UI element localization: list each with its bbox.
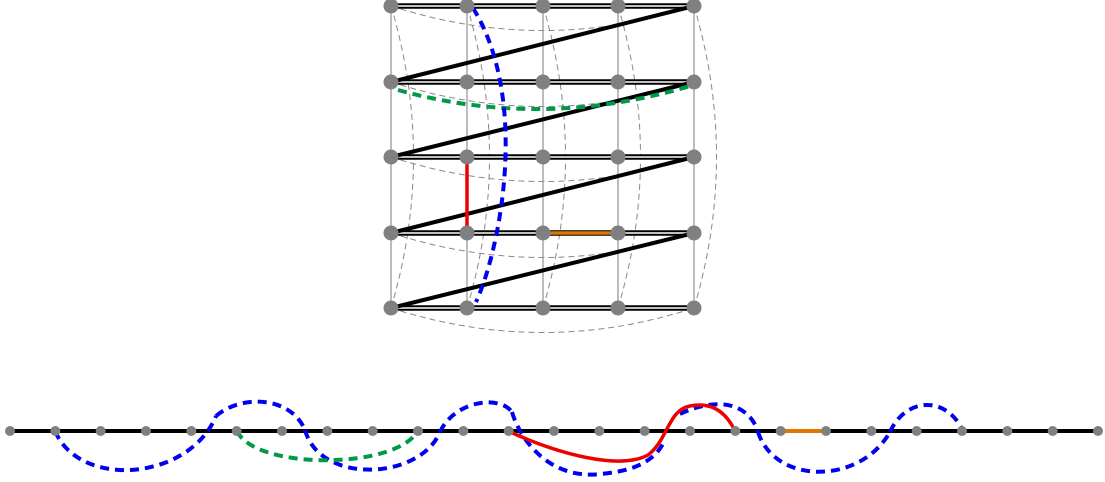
line-node-8 — [322, 426, 333, 436]
line-node-11 — [458, 426, 469, 436]
grid-node-r3-c1 — [383, 149, 399, 165]
grid-node-r1-c1 — [383, 0, 399, 14]
grid-node-r2-c2 — [459, 74, 475, 90]
line-nodes — [5, 426, 1103, 436]
grid-node-r2-c5 — [686, 74, 702, 90]
line-node-4 — [141, 426, 151, 436]
line-node-2 — [50, 426, 61, 436]
line-node-21 — [911, 426, 922, 436]
grid-nodes — [383, 0, 702, 316]
line-node-3 — [95, 426, 106, 436]
snake-diagonals — [389, 4, 696, 310]
line-node-22 — [957, 426, 967, 436]
line-node-1 — [5, 426, 15, 436]
grid-node-r4-c5 — [686, 225, 702, 241]
grid-node-r5-c2 — [459, 300, 475, 316]
line-node-6 — [231, 426, 242, 436]
grid-node-r3-c4 — [610, 149, 626, 165]
grid-node-r4-c4 — [610, 225, 626, 241]
highlight-green-line-edge — [235, 429, 420, 463]
grid-node-r4-c2 — [459, 225, 475, 241]
linear-layout — [5, 399, 1103, 477]
grid-node-r3-c3 — [535, 149, 551, 165]
line-node-23 — [1002, 426, 1013, 436]
line-node-15 — [639, 426, 650, 436]
line-node-12 — [503, 426, 514, 436]
grid-node-r2-c4 — [610, 74, 626, 90]
line-node-5 — [186, 426, 197, 436]
highlight-blue-grid-edge — [471, 6, 508, 303]
blue-arcs — [53, 399, 964, 477]
line-node-19 — [821, 426, 831, 436]
grid-node-r5-c4 — [610, 300, 626, 316]
grid-node-r5-c3 — [535, 300, 551, 316]
wrap-edge-col-5 — [693, 5, 717, 309]
line-node-10 — [413, 426, 423, 436]
line-node-24 — [1047, 426, 1058, 436]
highlight-green-grid-edge — [397, 84, 691, 111]
grid-node-r5-c1 — [383, 300, 399, 316]
line-node-13 — [549, 426, 559, 436]
line-node-25 — [1093, 426, 1103, 436]
line-node-17 — [730, 426, 741, 436]
line-node-14 — [594, 426, 605, 436]
line-node-7 — [277, 426, 287, 436]
blue-arc-8 — [888, 403, 964, 433]
line-node-18 — [775, 426, 786, 436]
wrap-edge-row-5 — [390, 307, 695, 333]
line-node-16 — [685, 426, 695, 436]
blue-arc-2 — [214, 399, 307, 431]
grid-node-r1-c3 — [535, 0, 551, 14]
blue-arc-3 — [303, 429, 442, 472]
line-node-20 — [866, 426, 877, 436]
line-node-9 — [367, 426, 378, 436]
blue-arc-7 — [756, 431, 892, 474]
grid-graph — [383, 0, 717, 333]
wrap-edges — [390, 5, 717, 333]
grid-node-r5-c5 — [686, 300, 702, 316]
blue-arc-6 — [679, 402, 760, 433]
grid-node-r3-c2 — [459, 149, 475, 165]
blue-arc-4 — [438, 400, 514, 433]
grid-node-r1-c4 — [610, 0, 626, 14]
blue-arc-1 — [53, 415, 218, 473]
highlight-red-line-edge — [507, 403, 737, 463]
grid-node-r1-c2 — [459, 0, 475, 14]
grid-node-r4-c3 — [535, 225, 551, 241]
grid-node-r1-c5 — [686, 0, 702, 14]
grid-node-r4-c1 — [383, 225, 399, 241]
grid-node-r3-c5 — [686, 149, 702, 165]
grid-node-r2-c1 — [383, 74, 399, 90]
grid-node-r2-c3 — [535, 74, 551, 90]
